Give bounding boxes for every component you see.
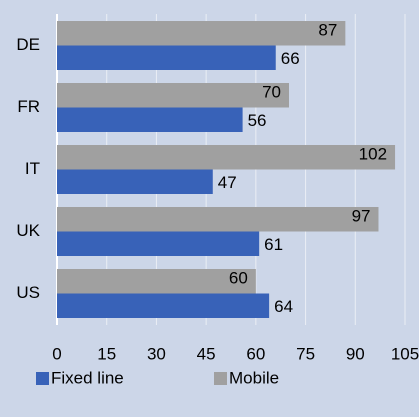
value-label: 56 xyxy=(248,111,267,130)
bar xyxy=(57,293,270,318)
bar xyxy=(57,207,379,232)
y-tick-label: IT xyxy=(25,159,40,178)
y-tick-label: US xyxy=(16,283,40,302)
value-label: 61 xyxy=(264,235,283,254)
bar xyxy=(57,45,276,70)
bar xyxy=(57,169,213,194)
x-tick-label: 105 xyxy=(391,344,419,363)
y-tick-label: FR xyxy=(17,97,40,116)
value-label: 47 xyxy=(218,173,237,192)
x-tick-label: 0 xyxy=(52,344,61,363)
legend-label: Mobile xyxy=(229,368,279,387)
legend-swatch xyxy=(36,372,49,385)
y-tick-label: UK xyxy=(16,221,40,240)
value-label: 64 xyxy=(274,297,293,316)
x-tick-label: 60 xyxy=(246,344,265,363)
x-tick-label: 30 xyxy=(147,344,166,363)
x-tick-label: 15 xyxy=(97,344,116,363)
value-label: 66 xyxy=(281,49,300,68)
legend-label: Fixed line xyxy=(51,368,124,387)
value-label: 70 xyxy=(262,83,281,102)
bar xyxy=(57,231,260,256)
value-label: 102 xyxy=(359,145,387,164)
value-label: 60 xyxy=(229,269,248,288)
bar xyxy=(57,269,256,294)
value-label: 97 xyxy=(352,207,371,226)
bar xyxy=(57,21,346,46)
bar xyxy=(57,145,396,170)
x-tick-label: 45 xyxy=(197,344,216,363)
x-tick-label: 75 xyxy=(296,344,315,363)
bar xyxy=(57,107,243,132)
y-tick-label: DE xyxy=(16,35,40,54)
legend-swatch xyxy=(214,372,227,385)
value-label: 87 xyxy=(318,21,337,40)
bar xyxy=(57,83,289,108)
x-tick-label: 90 xyxy=(346,344,365,363)
